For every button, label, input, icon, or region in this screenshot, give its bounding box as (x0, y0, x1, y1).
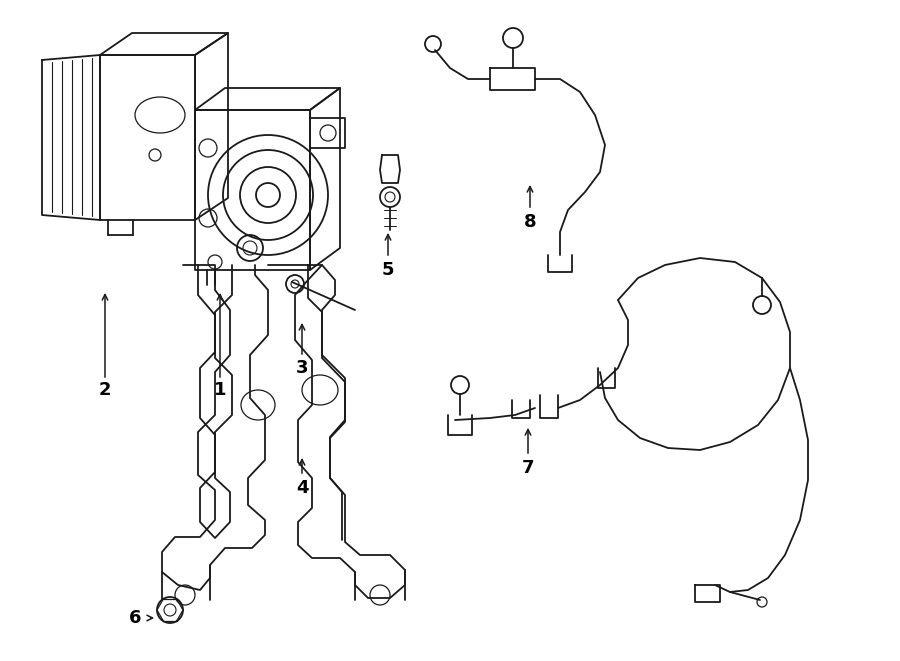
Text: 4: 4 (296, 479, 308, 497)
Text: 2: 2 (99, 381, 112, 399)
Text: 1: 1 (214, 381, 226, 399)
Text: 5: 5 (382, 261, 394, 279)
Text: 6: 6 (129, 609, 141, 627)
Text: 7: 7 (522, 459, 535, 477)
Text: 8: 8 (524, 213, 536, 231)
Text: 3: 3 (296, 359, 308, 377)
